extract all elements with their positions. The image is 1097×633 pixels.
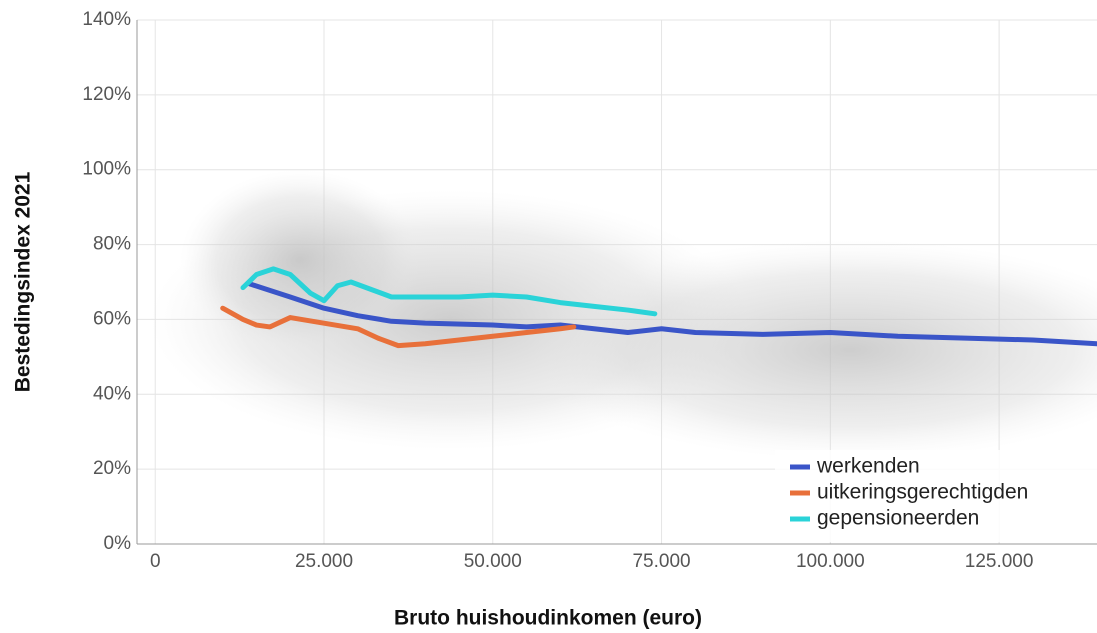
x-axis-title: Bruto huishoudinkomen (euro)	[394, 607, 702, 630]
legend-box	[775, 450, 1097, 542]
legend-label: uitkeringsgerechtigden	[817, 481, 1028, 504]
y-tick-label: 140%	[82, 9, 131, 30]
y-tick-label: 120%	[82, 84, 131, 105]
x-tick-label: 0	[150, 551, 161, 572]
legend-label: gepensioneerden	[817, 507, 979, 530]
scatter-cloud	[150, 170, 1097, 460]
x-tick-label: 25.000	[295, 551, 353, 572]
y-tick-label: 20%	[93, 458, 131, 479]
series-line	[240, 266, 658, 317]
series-line	[247, 281, 1097, 347]
y-tick-label: 80%	[93, 234, 131, 255]
y-axis-title: Bestedingsindex 2021	[12, 171, 35, 392]
series-line	[220, 305, 577, 349]
x-tick-label: 50.000	[464, 551, 522, 572]
x-tick-label: 125.000	[965, 551, 1034, 572]
x-tick-label: 100.000	[796, 551, 865, 572]
legend-label: werkenden	[816, 455, 920, 478]
y-tick-label: 0%	[104, 533, 132, 554]
y-tick-label: 40%	[93, 383, 131, 404]
x-tick-label: 75.000	[632, 551, 690, 572]
y-tick-label: 60%	[93, 308, 131, 329]
y-tick-label: 100%	[82, 159, 131, 180]
